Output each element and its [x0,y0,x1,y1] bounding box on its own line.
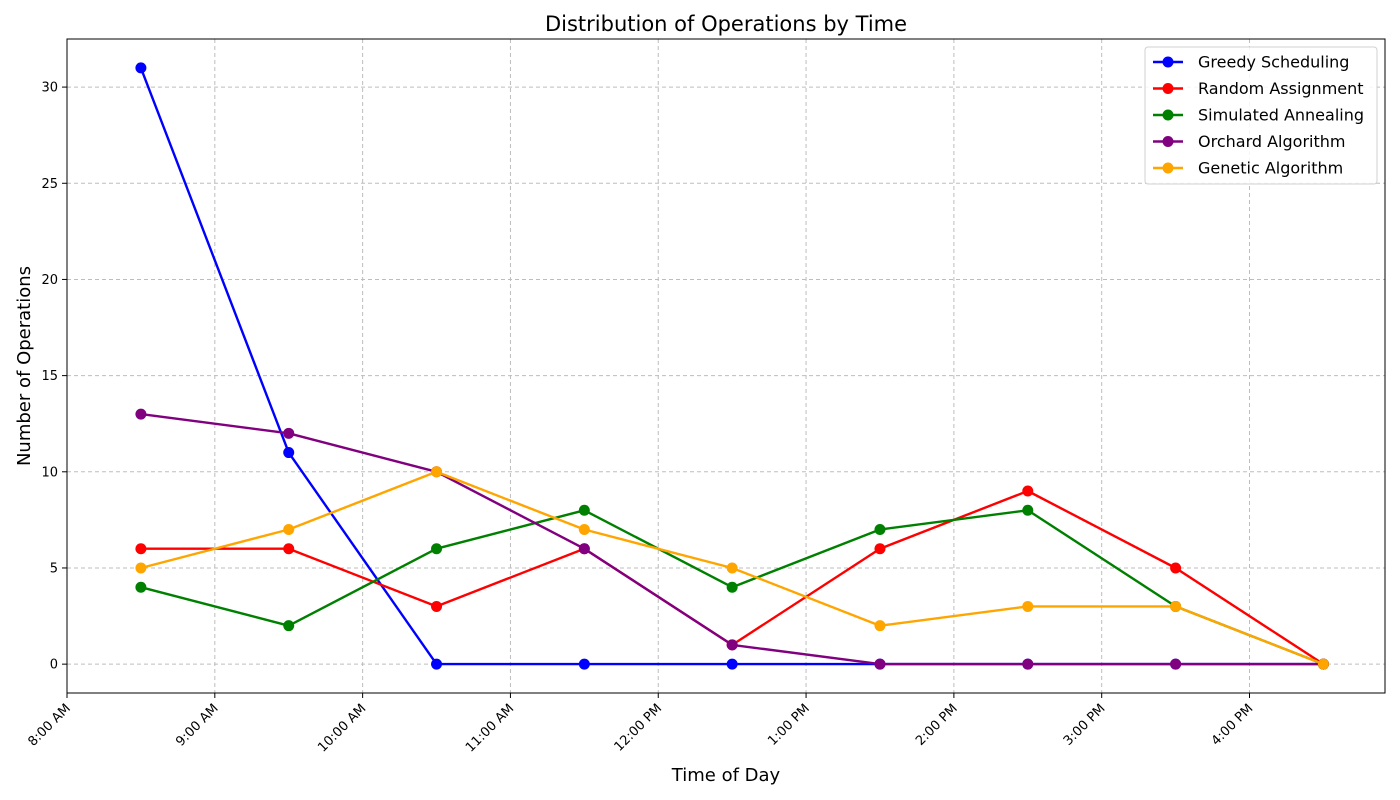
x-tick-label: 12:00 PM [612,701,665,754]
series-simulated-annealing [135,504,1329,670]
data-point [874,658,886,670]
legend-item: Random Assignment [1153,79,1364,98]
legend-item: Genetic Algorithm [1153,159,1343,178]
data-point [283,427,295,439]
x-tick-label: 10:00 AM [315,701,369,755]
x-axis-label: Time of Day [671,765,781,786]
data-point [431,600,443,612]
x-tick-label: 8:00 AM [25,701,73,749]
data-point [283,524,295,535]
data-point [874,543,886,555]
data-point [431,658,443,670]
y-tick-label: 15 [41,369,58,384]
data-point [135,543,147,555]
x-tick-label: 1:00 PM [765,701,813,749]
y-tick-label: 25 [41,177,58,192]
data-point [578,658,590,670]
series-orchard-algorithm [135,408,1329,670]
data-point [726,562,738,574]
legend: Greedy Scheduling Random Assignment Simula… [1144,46,1378,185]
legend-item: Simulated Annealing [1153,106,1364,125]
series-genetic-algorithm [135,466,1329,670]
axis-ticks: 8:00 AM 9:00 AM 10:00 AM 11:00 AM 12:00 PM 1:… [25,81,1256,756]
data-point [283,447,295,459]
data-point [283,543,295,555]
legend-marker [1162,136,1174,147]
legend-label: Orchard Algorithm [1198,132,1345,151]
y-tick-label: 5 [50,561,58,576]
data-point [874,620,886,632]
data-point [1022,658,1034,670]
grid [66,39,1385,693]
data-point [578,524,590,535]
data-point [578,504,590,516]
plot-area-frame [66,38,1386,694]
legend-marker [1162,109,1174,121]
data-point [135,408,147,420]
data-point [431,466,443,478]
data-point [1022,504,1034,516]
legend-item: Greedy Scheduling [1153,53,1349,72]
data-point [726,639,738,651]
data-point [726,658,738,670]
data-point [1317,658,1329,670]
series-line [140,412,1324,666]
legend-label: Random Assignment [1198,79,1364,98]
series-lines [135,62,1329,670]
data-point [874,524,886,535]
legend-marker [1162,56,1174,68]
data-point [135,562,147,574]
y-tick-label: 30 [41,81,58,96]
x-tick-label: 3:00 PM [1061,701,1109,749]
legend-marker [1162,83,1174,94]
data-point [578,543,590,555]
data-point [1022,485,1034,497]
data-point [283,620,295,632]
legend-marker [1162,162,1174,174]
legend-label: Genetic Algorithm [1198,159,1343,178]
data-point [135,62,147,74]
data-point [726,581,738,593]
x-tick-label: 9:00 AM [173,701,221,749]
legend-box [1144,46,1378,185]
y-tick-label: 10 [41,465,58,480]
x-tick-label: 11:00 AM [463,701,517,755]
data-point [431,543,443,555]
chart-title: Distribution of Operations by Time [545,12,907,36]
data-point [1170,658,1182,670]
x-tick-label: 4:00 PM [1209,701,1257,749]
y-tick-label: 0 [50,658,58,673]
data-point [1170,562,1182,574]
y-axis-label: Number of Operations [14,266,35,466]
legend-label: Greedy Scheduling [1198,53,1349,72]
legend-label: Simulated Annealing [1198,106,1364,125]
data-point [1170,600,1182,612]
y-tick-label: 20 [41,273,58,288]
data-point [135,581,147,593]
x-tick-label: 2:00 PM [913,701,961,749]
data-point [1022,600,1034,612]
legend-item: Orchard Algorithm [1153,132,1345,151]
